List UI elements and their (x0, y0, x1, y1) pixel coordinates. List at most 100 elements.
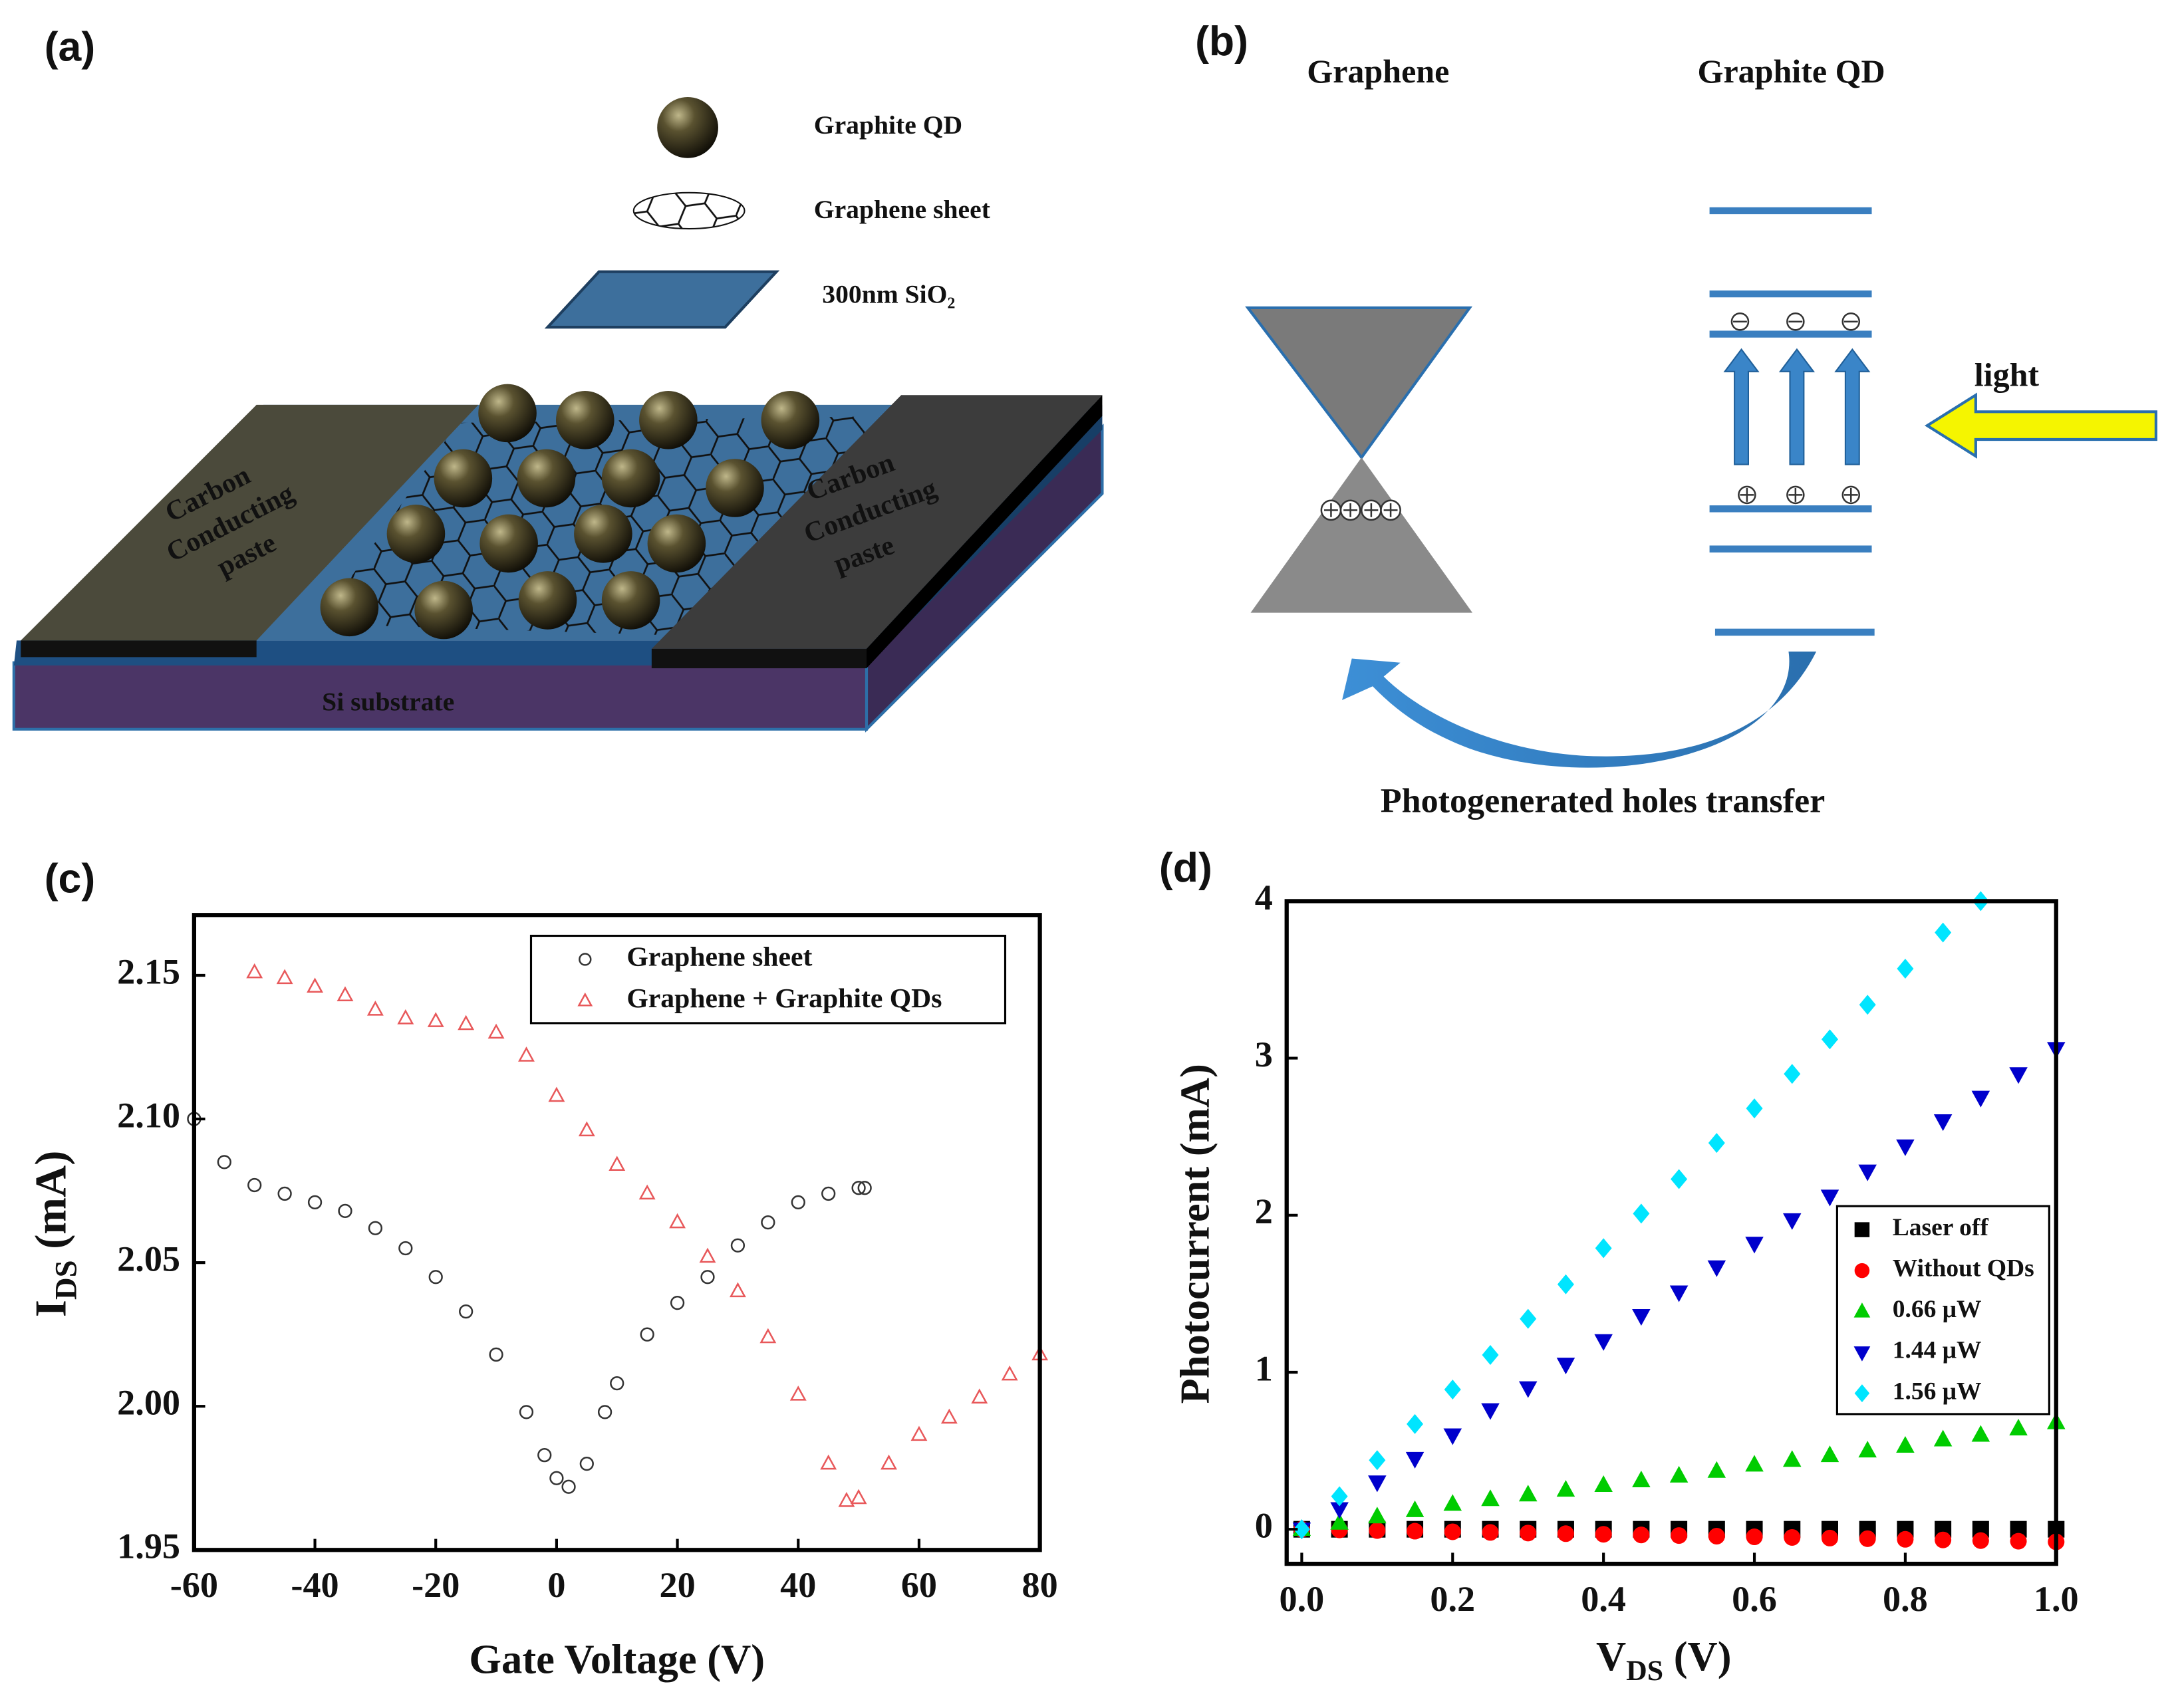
dirac-cone-upper (1245, 306, 1472, 460)
x-tick-label: 80 (1022, 1565, 1058, 1605)
legend-box (1835, 1205, 2050, 1415)
data-point (366, 1001, 384, 1016)
data-point (851, 1181, 866, 1195)
legend-text: 300nm SiO₂ (822, 279, 955, 308)
data-point (1482, 1344, 1499, 1366)
data-point (1669, 1285, 1689, 1302)
data-point (1708, 1133, 1725, 1154)
energy-levels (1709, 207, 1875, 636)
dirac-cone-lower (1250, 457, 1473, 613)
data-point (1897, 1530, 1914, 1548)
data-point (561, 1479, 576, 1494)
legend-text: Without QDs (1893, 1255, 2034, 1282)
x-tick-label: 1.0 (2034, 1579, 2079, 1619)
data-point (1518, 1381, 1538, 1398)
data-point (638, 1184, 656, 1200)
y-tick-label: 2.00 (117, 1383, 180, 1423)
data-point (610, 1376, 624, 1391)
data-point (1368, 1507, 1387, 1524)
axis-label-part: I (27, 1300, 76, 1317)
data-point (217, 1155, 231, 1169)
transfer-label: Photogenerated holes transfer (1381, 782, 1826, 820)
data-point (820, 1454, 837, 1470)
data-point (1369, 1522, 1386, 1539)
x-tick-label: -40 (291, 1565, 339, 1605)
data-point (1745, 1237, 1764, 1254)
data-point (1858, 1164, 1877, 1181)
x-tick-label: -60 (170, 1565, 218, 1605)
data-point (857, 1181, 872, 1195)
data-point (428, 1270, 443, 1284)
axis-label: Gate Voltage (V) (469, 1636, 765, 1683)
data-point (971, 1388, 988, 1404)
data-point (1671, 1169, 1688, 1189)
data-point (397, 1009, 414, 1025)
heading: Graphene (1307, 53, 1449, 90)
data-point (1407, 1523, 1424, 1540)
data-point (1708, 1528, 1725, 1545)
y-tick-label: 1.95 (117, 1526, 180, 1566)
data-point (2010, 1532, 2027, 1550)
data-point (338, 1203, 352, 1218)
transfer-arrow (1342, 652, 1817, 768)
data-point (246, 963, 263, 979)
x-tick-label: 0 (547, 1565, 565, 1605)
data-point (398, 1241, 413, 1256)
data-point (1784, 1528, 1801, 1546)
panel-label: (c) (45, 856, 95, 902)
data-point (1556, 1480, 1575, 1497)
panel-label: (d) (1159, 844, 1212, 891)
light-arrow (1924, 392, 2157, 459)
data-point (1481, 1403, 1500, 1420)
axis-label: IDS (mA) (27, 1151, 83, 1318)
data-point (1972, 1532, 1989, 1549)
data-point (548, 1086, 565, 1102)
data-point (1745, 1455, 1764, 1472)
panel-label: (a) (45, 24, 95, 70)
data-point (1633, 1526, 1650, 1544)
data-point (1444, 1523, 1461, 1540)
legend-qd (657, 96, 718, 158)
data-point (1520, 1308, 1537, 1329)
data-point (1896, 1139, 1915, 1156)
legend-marker (1854, 1384, 1870, 1403)
legend-marker (1854, 1222, 1870, 1237)
heading: Graphite QD (1698, 53, 1885, 90)
holes-graphene (1320, 499, 1401, 521)
data-point (579, 1457, 594, 1471)
data-point (1784, 1064, 1801, 1084)
legend-text: Laser off (1893, 1214, 1989, 1241)
data-point (1821, 1529, 1838, 1546)
data-point (1935, 1531, 1952, 1548)
data-point (729, 1282, 746, 1298)
legend-text: Graphene sheet (814, 195, 991, 224)
data-point (1933, 1114, 1953, 1132)
x-tick-label: 0.4 (1581, 1579, 1626, 1619)
data-point (1859, 1530, 1876, 1547)
data-point (1859, 995, 1876, 1015)
data-point (1481, 1489, 1500, 1507)
charges-qd (1730, 312, 1860, 505)
data-point (1782, 1213, 1802, 1230)
data-point (1746, 1528, 1763, 1546)
axis-label-part: DS (49, 1260, 83, 1300)
y-tick-label: 4 (1255, 878, 1273, 917)
data-point (1782, 1450, 1802, 1467)
x-tick-label: 40 (780, 1565, 816, 1605)
legend-marker (1853, 1302, 1871, 1318)
data-point (1330, 1502, 1349, 1519)
panel-label: (b) (1195, 18, 1248, 64)
data-point (1935, 922, 1952, 943)
data-point (1594, 1334, 1613, 1351)
data-point (277, 1186, 292, 1201)
data-point (1444, 1379, 1461, 1400)
data-point (337, 986, 354, 1002)
legend-text: Graphite QD (814, 110, 962, 140)
data-point (1557, 1525, 1574, 1542)
data-point (789, 1386, 807, 1401)
x-tick-label: 60 (901, 1565, 937, 1605)
light-label: light (1974, 356, 2040, 394)
data-point (1482, 1524, 1499, 1541)
data-point (427, 1012, 444, 1027)
data-point (307, 977, 323, 993)
